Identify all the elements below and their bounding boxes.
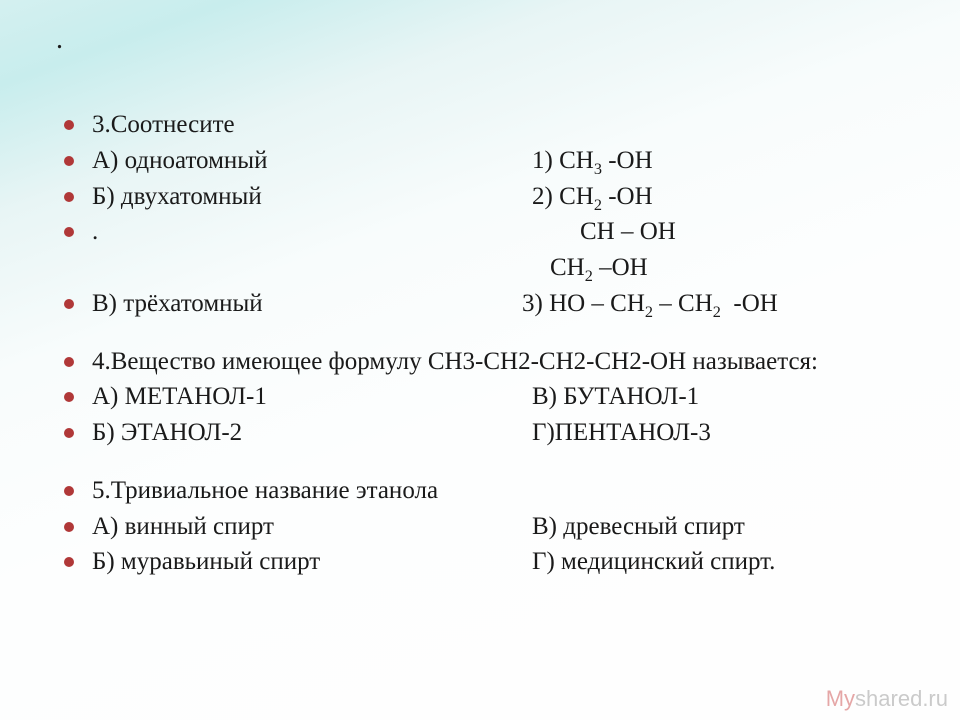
q5-opt-c: В) древесный спирт [532, 510, 912, 544]
watermark-shared: shared [855, 686, 922, 711]
q4-opt-b: Б) ЭТАНОЛ-2 [92, 416, 532, 450]
watermark-my: My [826, 686, 855, 711]
q3-row-cont1: . CH – OH [64, 215, 912, 249]
q4-opt-d: Г)ПЕНТАНОЛ-3 [532, 416, 912, 450]
q3-left-dot: . [92, 215, 532, 249]
q4-stem: 4.Вещество имеющее формулу СН3-СН2-СН2-С… [64, 345, 912, 379]
q5-row-bd: Б) муравьиный спирт Г) медицинский спирт… [64, 545, 912, 579]
q3-row-a: А) одноатомный 1) CH3 -OH [64, 144, 912, 178]
q5-row-ac: А) винный спирт В) древесный спирт [64, 510, 912, 544]
q5-stem: 5.Тривиальное название этанола [64, 474, 912, 508]
q3-title: 3.Соотнесите [64, 108, 912, 142]
q3-row-b: Б) двухатомный 2) CH2 -OH [64, 180, 912, 214]
watermark: Myshared.ru [826, 686, 948, 712]
q4-opt-c: В) БУТАНОЛ-1 [532, 380, 912, 414]
q3-row-cont2: CH2 –OH [64, 251, 912, 285]
slide-title-dot: . [56, 24, 912, 56]
q4-row-bd: Б) ЭТАНОЛ-2 Г)ПЕНТАНОЛ-3 [64, 416, 912, 450]
q3-row-c: В) трёхатомный 3) HO – CH2 – CH2 -OH [64, 287, 912, 321]
q3-right-1: 1) CH3 -OH [532, 144, 912, 178]
q3-right-2b: CH – OH [532, 215, 912, 249]
q3-right-3: 3) HO – CH2 – CH2 -OH [522, 287, 912, 321]
q3-left-b: Б) двухатомный [92, 180, 532, 214]
q5-opt-a: А) винный спирт [92, 510, 532, 544]
content-list: 3.Соотнесите А) одноатомный 1) CH3 -OH Б… [64, 108, 912, 579]
q5-opt-b: Б) муравьиный спирт [92, 545, 532, 579]
q3-right-2c: CH2 –OH [532, 251, 912, 285]
q4-opt-a: А) МЕТАНОЛ-1 [92, 380, 532, 414]
slide-container: . 3.Соотнесите А) одноатомный 1) CH3 -OH… [0, 0, 960, 720]
q3-left-a: А) одноатомный [92, 144, 532, 178]
q4-row-ac: А) МЕТАНОЛ-1 В) БУТАНОЛ-1 [64, 380, 912, 414]
watermark-ru: .ru [922, 686, 948, 711]
q3-left-c: В) трёхатомный [92, 287, 532, 321]
q5-opt-d: Г) медицинский спирт. [532, 545, 912, 579]
q3-right-2: 2) CH2 -OH [532, 180, 912, 214]
q3-left-blank [92, 251, 532, 285]
